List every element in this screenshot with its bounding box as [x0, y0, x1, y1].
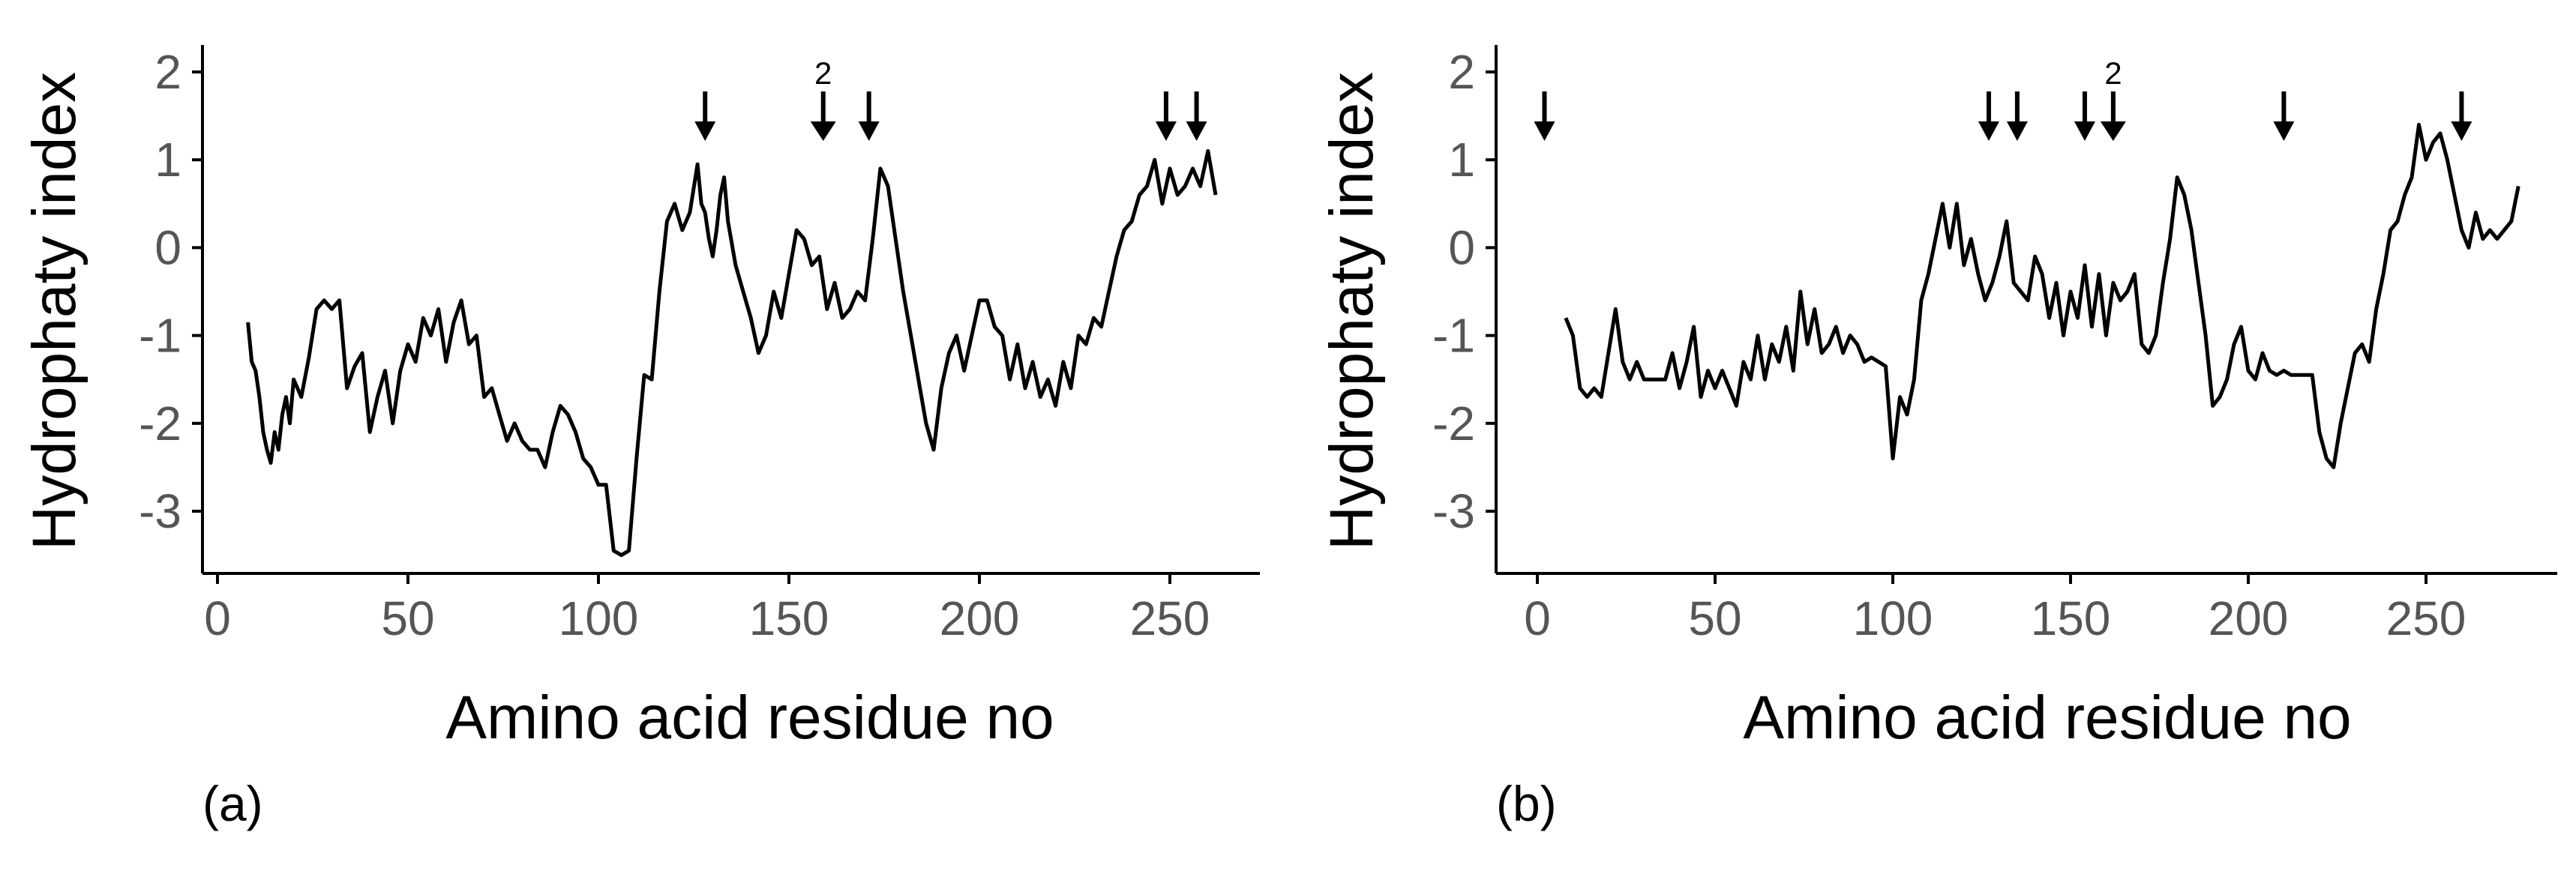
arrow-head: [858, 121, 880, 141]
panel-b-x-tick-label: 150: [2031, 591, 2111, 645]
panel-a-hydropathy-line: [246, 149, 1218, 558]
arrow-head: [694, 121, 716, 141]
panel-a-x-tick-label: 150: [749, 591, 829, 645]
panel-a-label: (a): [202, 776, 263, 831]
panel-b-y-tick-label: -3: [1432, 484, 1475, 538]
panel-a-y-tick-label: -1: [139, 309, 181, 363]
panel-b-series: [1564, 122, 2521, 469]
panel-a-series: [246, 149, 1218, 558]
panel-a-arrow-marker: [694, 91, 716, 141]
panel-a-x-tick-label: 0: [204, 591, 231, 645]
panel-b-x-tick-label: 0: [1524, 591, 1551, 645]
panel-b: 2 1 0 -1 -2 -3 0 50 100 150 200 250 2 Amino acid re…: [1318, 45, 2557, 831]
panel-b-axes: [1495, 45, 2557, 575]
panel-a-y-tick-label: -2: [139, 397, 181, 450]
panel-a-x-tick-label: 100: [559, 591, 639, 645]
panel-b-y-tick-label: -1: [1432, 309, 1475, 363]
arrow-head: [1534, 121, 1555, 141]
panel-b-arrow-marker: [2451, 91, 2473, 141]
arrow-head: [1186, 121, 1207, 141]
arrow-count-label: 2: [2104, 55, 2122, 91]
panel-a-y-axis-title: Hydrophaty index: [20, 72, 88, 550]
panel-a-arrows: 2: [694, 55, 1207, 141]
panel-a-x-tick-label: 50: [381, 591, 434, 645]
panel-b-arrow-marker: [2273, 91, 2295, 141]
panel-b-y-tick-label: -2: [1432, 397, 1475, 450]
panel-b-ticks: 2 1 0 -1 -2 -3 0 50 100 150 200 250: [1432, 45, 2466, 645]
panel-b-arrow-marker: [1978, 91, 1999, 141]
panel-a-arrow-marker: [1186, 91, 1207, 141]
panel-b-x-tick-label: 50: [1688, 591, 1741, 645]
panel-a-y-tick-label: -3: [139, 484, 181, 538]
arrow-head: [2100, 121, 2126, 141]
panel-b-arrows: 2: [1534, 55, 2473, 141]
panel-a-arrow-marker: 2: [810, 55, 836, 141]
panel-a-axes: [201, 45, 1260, 575]
arrow-head: [2074, 121, 2095, 141]
panel-b-arrow-marker: 2: [2100, 55, 2126, 141]
arrow-head: [1978, 121, 1999, 141]
panel-b-x-tick-label: 250: [2386, 591, 2467, 645]
panel-b-arrow-marker: [2074, 91, 2095, 141]
arrow-head: [2006, 121, 2028, 141]
panel-a-x-tick-label: 250: [1130, 591, 1210, 645]
panel-b-y-tick-label: 2: [1448, 45, 1475, 99]
panel-b-arrow-marker: [2006, 91, 2028, 141]
panel-a: 2 1 0 -1 -2 -3 0 50 100 150 200 250 2 Amino acid re…: [20, 45, 1260, 831]
panel-b-x-axis-title: Amino acid residue no: [1743, 684, 2351, 752]
panel-a-x-tick-label: 200: [940, 591, 1020, 645]
panel-b-y-tick-label: 0: [1448, 220, 1475, 274]
arrow-head: [810, 121, 836, 141]
arrow-count-label: 2: [814, 55, 832, 91]
panel-b-x-tick-label: 200: [2209, 591, 2289, 645]
panel-a-arrow-marker: [1155, 91, 1177, 141]
panel-b-y-axis-title: Hydrophaty index: [1318, 72, 1386, 550]
panel-b-hydropathy-line: [1564, 122, 2521, 469]
panel-b-x-tick-label: 100: [1853, 591, 1933, 645]
panel-a-y-tick-label: 2: [154, 45, 181, 99]
panel-a-y-tick-label: 1: [154, 133, 181, 187]
arrow-head: [2451, 121, 2473, 141]
panel-b-label: (b): [1496, 776, 1557, 831]
panel-a-x-axis-title: Amino acid residue no: [445, 684, 1054, 752]
panel-a-y-tick-label: 0: [154, 220, 181, 274]
panel-a-arrow-marker: [858, 91, 880, 141]
panel-b-y-tick-label: 1: [1448, 133, 1475, 187]
arrow-head: [2273, 121, 2295, 141]
arrow-head: [1155, 121, 1177, 141]
panel-b-arrow-marker: [1534, 91, 1555, 141]
panel-a-ticks: 2 1 0 -1 -2 -3 0 50 100 150 200 250: [139, 45, 1210, 645]
